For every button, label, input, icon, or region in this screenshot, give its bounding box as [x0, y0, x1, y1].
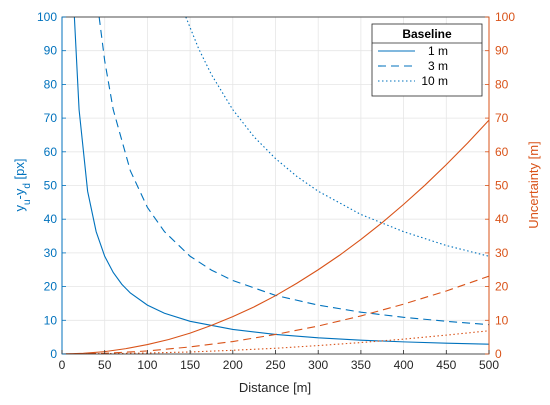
y-left-tick-label: 40 [44, 212, 58, 226]
x-tick-label: 50 [98, 358, 112, 372]
tick-labels: 0 50 100 150 200 250 300 350 400 450 5000102030405… [37, 10, 515, 372]
y-right-tick-label: 30 [495, 246, 509, 260]
legend-entry-label: 1 m [428, 44, 448, 58]
legend-box [371, 23, 483, 97]
series-layer [62, 17, 489, 354]
y-left-tick-label: 20 [44, 280, 58, 294]
y-left-tick-label: 30 [44, 246, 58, 260]
y-axis-left-label: yu-yd [px] [12, 158, 33, 211]
y-right-tick-label: 80 [495, 77, 509, 91]
x-tick-label: 150 [180, 358, 200, 372]
series-line-right-dotted [62, 330, 489, 354]
series-line-left-dashed [98, 17, 489, 326]
x-tick-label: 300 [308, 358, 328, 372]
axes [61, 16, 490, 355]
series-line-right-solid [62, 119, 489, 354]
legend-entry-label: 10 m [421, 74, 448, 88]
y-right-tick-label: 0 [495, 347, 502, 361]
y-right-tick-label: 50 [495, 179, 509, 193]
x-tick-label: 450 [436, 358, 456, 372]
y-right-tick-label: 90 [495, 44, 509, 58]
x-axis-label: Distance [m] [239, 380, 311, 395]
x-tick-label: 0 [59, 358, 66, 372]
series-line-right-dashed [62, 275, 489, 354]
y-right-tick-label: 40 [495, 212, 509, 226]
y-right-tick-label: 70 [495, 111, 509, 125]
legend: Baseline 1 m3 m10 m [371, 23, 483, 97]
series-line-left-dotted [185, 17, 489, 257]
y-left-tick-label: 90 [44, 44, 58, 58]
y-left-tick-label: 80 [44, 77, 58, 91]
x-tick-label: 200 [223, 358, 243, 372]
y-right-tick-label: 100 [495, 10, 515, 24]
y-left-tick-label: 70 [44, 111, 58, 125]
legend-entries: 1 m3 m10 m [378, 44, 448, 88]
y-right-tick-label: 60 [495, 145, 509, 159]
legend-entry-label: 3 m [428, 59, 448, 73]
y-left-tick-label: 100 [37, 10, 57, 24]
legend-title: Baseline [402, 27, 452, 41]
y-right-tick-label: 20 [495, 280, 509, 294]
x-tick-label: 100 [137, 358, 157, 372]
x-tick-label: 250 [265, 358, 285, 372]
x-tick-label: 350 [351, 358, 371, 372]
y-left-tick-label: 50 [44, 179, 58, 193]
x-tick-label: 400 [394, 358, 414, 372]
y-axis-right-label: Uncertainty [m] [526, 141, 541, 228]
x-tick-label: 500 [479, 358, 499, 372]
y-left-tick-label: 10 [44, 313, 58, 327]
y-left-tick-label: 60 [44, 145, 58, 159]
series-line-left-solid [73, 17, 489, 345]
y-right-tick-label: 10 [495, 313, 509, 327]
y-left-tick-label: 0 [50, 347, 57, 361]
